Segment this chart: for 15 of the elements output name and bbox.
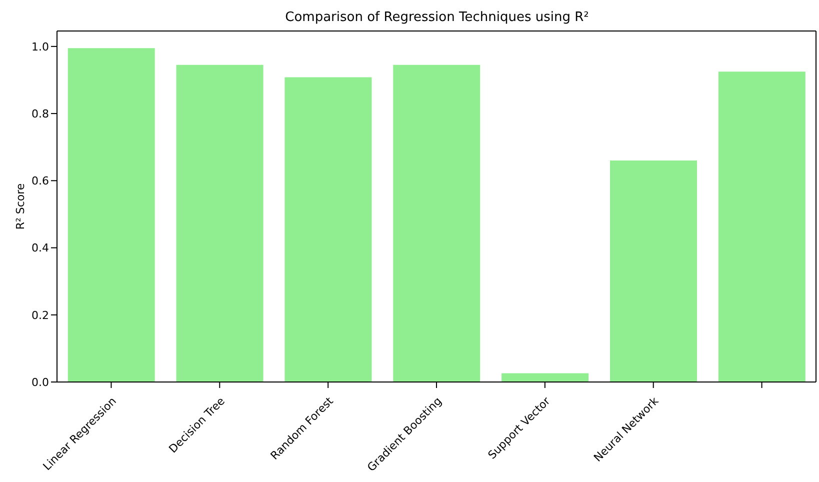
bar: [610, 160, 697, 382]
y-axis-title: R² Score: [14, 183, 27, 230]
y-tick-label: 0.2: [32, 308, 49, 322]
bar: [176, 64, 264, 382]
y-tick-label: 0.8: [32, 107, 49, 120]
bar: [284, 77, 372, 382]
chart-title: Comparison of Regression Techniques using R²: [284, 10, 590, 25]
y-tick-label: 0.4: [32, 242, 49, 255]
bar: [502, 373, 589, 382]
y-tick-label: 1.0: [32, 40, 49, 54]
bar: [68, 48, 155, 382]
bar: [718, 72, 806, 382]
bar: [393, 64, 480, 382]
y-tick-label: 0.0: [32, 376, 49, 389]
y-tick-label: 0.6: [32, 174, 49, 188]
